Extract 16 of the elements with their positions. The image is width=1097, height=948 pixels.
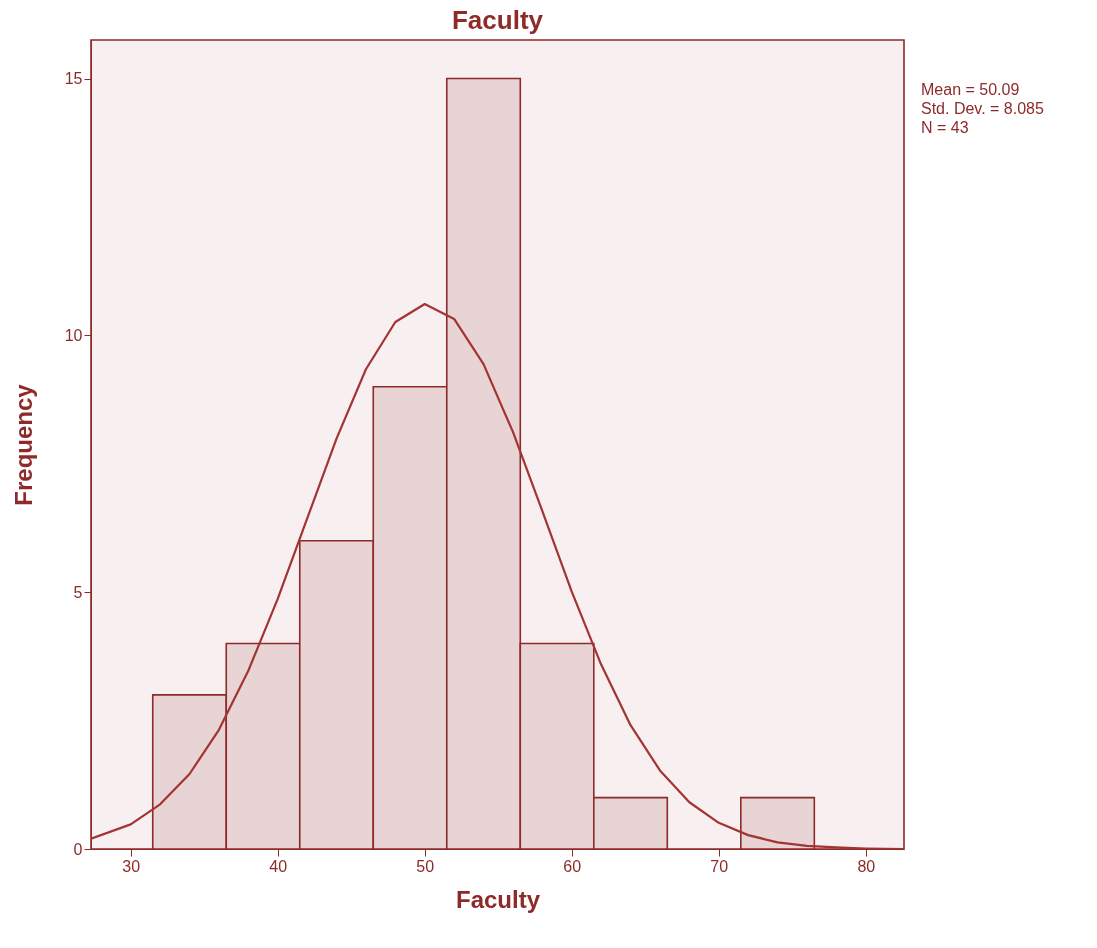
x-tick-label: 50 bbox=[416, 857, 435, 875]
text: Mean = 50.09 bbox=[921, 81, 1020, 98]
x-axis-title: Faculty bbox=[455, 885, 541, 913]
chart-title: Faculty bbox=[451, 5, 544, 35]
x-tick-label: 60 bbox=[563, 857, 582, 875]
x-tick-label: 70 bbox=[710, 857, 729, 875]
text: N = 43 bbox=[921, 119, 969, 136]
y-axis-title: Frequency bbox=[9, 383, 37, 506]
y-tick-label: 15 bbox=[64, 70, 83, 88]
text: Std. Dev. = 8.085 bbox=[921, 100, 1044, 117]
y-tick-label: 0 bbox=[73, 840, 83, 858]
y-tick-label: 5 bbox=[73, 583, 83, 601]
x-tick-label: 40 bbox=[269, 857, 288, 875]
x-tick-label: 30 bbox=[122, 857, 141, 875]
x-tick-label: 80 bbox=[857, 857, 876, 875]
y-tick-label: 10 bbox=[64, 326, 83, 344]
